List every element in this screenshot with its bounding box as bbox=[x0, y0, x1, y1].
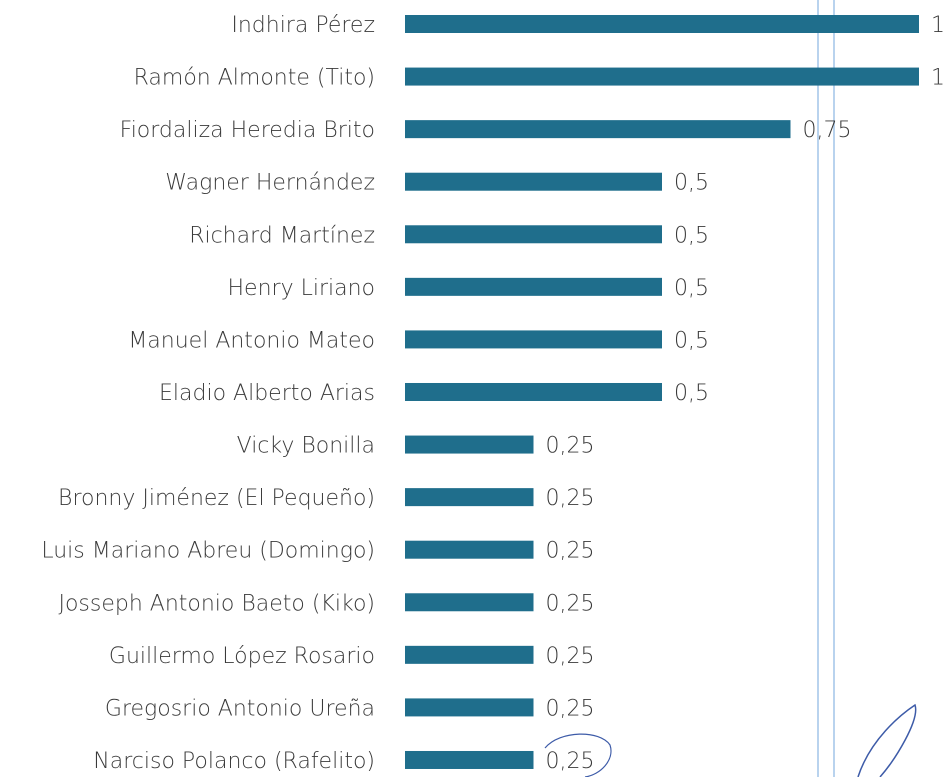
category-label: Bronny Jiménez (El Pequeño) bbox=[58, 486, 375, 511]
bar bbox=[405, 593, 534, 612]
value-label: 1 bbox=[931, 13, 945, 38]
category-label: Eladio Alberto Arias bbox=[159, 381, 375, 406]
category-label: Narciso Polanco (Rafelito) bbox=[93, 749, 375, 774]
category-label: Indhira Pérez bbox=[231, 13, 375, 38]
category-label: Luis Mariano Abreu (Domingo) bbox=[41, 539, 375, 564]
value-label: 0,25 bbox=[546, 486, 595, 511]
bar bbox=[405, 120, 791, 139]
value-label: 0,5 bbox=[674, 381, 709, 406]
bar bbox=[405, 277, 662, 296]
value-label: 0,25 bbox=[546, 539, 595, 564]
bar bbox=[405, 225, 662, 244]
bar bbox=[405, 698, 534, 717]
value-label: 0,25 bbox=[546, 749, 595, 774]
bar bbox=[405, 488, 534, 507]
value-label: 0,5 bbox=[674, 223, 709, 248]
bar bbox=[405, 67, 919, 86]
category-label: Vicky Bonilla bbox=[237, 434, 375, 459]
category-label: Henry Liriano bbox=[228, 276, 376, 301]
category-label: Wagner Hernández bbox=[165, 171, 375, 196]
value-label: 0,25 bbox=[546, 696, 595, 721]
pen-mark bbox=[544, 733, 612, 777]
category-label: Richard Martínez bbox=[189, 223, 375, 248]
category-label: Gregosrio Antonio Ureña bbox=[105, 696, 375, 721]
value-label: 0,25 bbox=[546, 644, 595, 669]
bar bbox=[405, 172, 662, 191]
bar bbox=[405, 540, 534, 559]
bar bbox=[405, 15, 919, 33]
bar bbox=[405, 382, 662, 401]
value-label: 0,5 bbox=[674, 171, 709, 196]
category-label: Fiordaliza Heredia Brito bbox=[120, 118, 375, 143]
bar bbox=[405, 645, 534, 664]
value-label: 0,5 bbox=[674, 276, 709, 301]
value-label: 1 bbox=[931, 66, 945, 91]
value-label: 0,25 bbox=[546, 434, 595, 459]
category-label: Josseph Antonio Baeto (Kiko) bbox=[58, 591, 375, 616]
value-label: 0,75 bbox=[803, 118, 852, 143]
category-label: Ramón Almonte (Tito) bbox=[134, 66, 375, 91]
category-label: Manuel Antonio Mateo bbox=[128, 328, 375, 353]
bar bbox=[405, 750, 534, 769]
bar bbox=[405, 330, 662, 349]
bar bbox=[405, 435, 534, 454]
value-label: 0,25 bbox=[546, 591, 595, 616]
signature bbox=[857, 703, 917, 777]
category-label: Guillermo López Rosario bbox=[109, 644, 375, 669]
value-label: 0,5 bbox=[674, 328, 709, 353]
